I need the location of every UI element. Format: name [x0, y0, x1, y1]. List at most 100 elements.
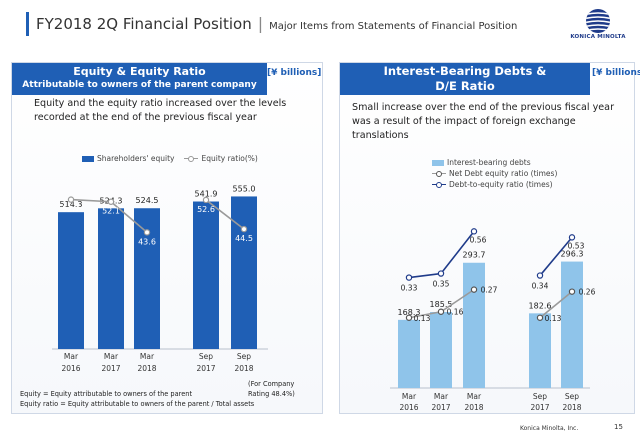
equity-x-tick-line1: Mar	[104, 352, 119, 361]
equity-note-line2: Equity ratio = Equity attributable to ow…	[20, 400, 255, 408]
de-ratio-line-segment	[440, 230, 475, 275]
equity-ratio-point	[240, 225, 248, 233]
title-text: FY2018 2Q Financial Position	[36, 15, 252, 33]
rating-line1: (For Company	[248, 380, 295, 388]
net-de-ratio-point	[470, 286, 478, 293]
net-de-ratio-point	[568, 288, 576, 295]
debt-unit-label: [¥ billions]	[592, 68, 640, 78]
net-de-ratio-label: 0.13	[414, 314, 431, 323]
net-de-ratio-line-segment	[408, 310, 442, 319]
debt-bar-label: 182.6	[529, 301, 552, 310]
equity-description: Equity and the equity ratio increased ov…	[34, 98, 287, 123]
net-de-line-swatch	[432, 170, 446, 178]
debt-x-tick-line1: Mar	[467, 392, 482, 401]
debt-panel-title: Interest-Bearing Debts & D/E Ratio	[340, 63, 590, 95]
equity-x-tick-line1: Sep	[237, 352, 251, 361]
de-line-swatch	[432, 181, 446, 189]
equity-bar	[231, 196, 257, 349]
equity-ratio-label: 43.6	[138, 237, 156, 246]
debt-bar	[529, 313, 551, 388]
de-ratio-point	[405, 274, 413, 281]
equity-title-line1: Equity & Equity Ratio	[73, 65, 206, 78]
footer-company: Konica Minolta, Inc.	[520, 425, 579, 432]
equity-ratio-line-segment	[110, 201, 148, 233]
debt-bar	[463, 262, 485, 388]
header-accent-bar	[26, 12, 29, 36]
equity-legend: Shareholders' equity Equity ratio(%)	[82, 153, 258, 164]
equity-bar-label: 541.9	[195, 190, 218, 199]
equity-ratio-label: 52.6	[197, 205, 215, 214]
net-de-ratio-line-segment	[440, 288, 475, 313]
net-de-ratio-label: 0.27	[481, 286, 498, 295]
equity-bar-label: 514.3	[60, 200, 83, 209]
net-de-ratio-label: 0.16	[447, 308, 464, 317]
debt-title-line2: D/E Ratio	[435, 79, 495, 93]
debt-x-tick-line1: Sep	[565, 392, 579, 401]
debt-x-tick-line1: Mar	[402, 392, 417, 401]
equity-bar-swatch	[82, 155, 94, 162]
debt-x-tick-line1: Sep	[533, 392, 547, 401]
equity-legend-bar-label: Shareholders' equity	[97, 154, 175, 163]
debt-bar	[561, 261, 583, 388]
company-logo: KONICA MINOLTA	[568, 8, 628, 46]
page-number: 15	[614, 423, 623, 431]
debt-x-tick-line2: 2017	[530, 403, 549, 412]
equity-x-tick-line2: 2017	[196, 364, 215, 373]
debt-legend-line2-label: Debt-to-equity ratio (times)	[449, 180, 553, 189]
debt-bar-label: 293.7	[463, 251, 486, 260]
debt-description: Small increase over the end of the previ…	[352, 102, 615, 141]
equity-bar	[98, 208, 124, 349]
debt-bar	[430, 312, 452, 388]
debt-bar-label: 296.3	[561, 250, 584, 259]
equity-panel: Equity & Equity Ratio Attributable to ow…	[11, 62, 323, 414]
de-ratio-label: 0.53	[568, 241, 585, 250]
net-de-ratio-label: 0.13	[545, 314, 562, 323]
page-title: FY2018 2Q Financial Position | Major Items…	[36, 14, 517, 33]
equity-ratio-point	[107, 198, 115, 205]
equity-unit-label: [¥ billions]	[267, 68, 322, 78]
net-de-ratio-point	[405, 314, 413, 321]
equity-ratio-point	[67, 196, 75, 203]
debt-bar-label: 185.5	[430, 300, 453, 309]
equity-ratio-line-segment	[70, 198, 112, 203]
equity-title-line2: Attributable to owners of the parent com…	[22, 80, 257, 90]
debt-x-tick-line2: 2018	[464, 403, 483, 412]
equity-ratio-label: 52.1	[102, 207, 120, 216]
equity-bar	[193, 201, 219, 349]
equity-ratio-point	[143, 229, 151, 236]
de-ratio-label: 0.33	[401, 284, 418, 293]
net-de-ratio-point	[437, 308, 445, 315]
equity-ratio-label: 44.5	[235, 234, 253, 243]
de-ratio-point	[568, 234, 576, 241]
rating-line2: Rating 48.4%)	[248, 390, 295, 398]
debt-x-tick-line2: 2017	[431, 403, 450, 412]
de-ratio-line-segment	[408, 272, 442, 279]
equity-x-tick-line1: Sep	[199, 352, 213, 361]
de-ratio-line-segment	[539, 236, 573, 277]
debt-legend-bar-label: Interest-bearing debts	[447, 158, 531, 167]
debt-chart: 168.3 185.5 293.7 182.6 296.3 0.13 0.16 0.27 0.1…	[390, 228, 596, 412]
de-ratio-label: 0.56	[470, 235, 487, 244]
net-de-ratio-point	[536, 314, 544, 321]
equity-x-tick-line1: Mar	[64, 352, 79, 361]
page-subtitle: Major Items from Statements of Financial…	[269, 21, 518, 32]
debt-panel: Interest-Bearing Debts & D/E Ratio [¥ bi…	[339, 62, 640, 414]
globe-logo-icon	[586, 9, 610, 33]
equity-bar	[58, 212, 84, 349]
slide-header: FY2018 2Q Financial Position | Major Items…	[0, 0, 640, 50]
de-ratio-label: 0.35	[433, 280, 450, 289]
debt-x-tick-line2: 2018	[562, 403, 581, 412]
de-ratio-label: 0.34	[532, 282, 549, 291]
de-ratio-point	[536, 272, 544, 279]
debt-bar-label: 168.3	[398, 308, 421, 317]
net-de-ratio-label: 0.26	[579, 288, 596, 297]
equity-x-tick-line2: 2018	[137, 364, 156, 373]
debt-x-tick-line1: Mar	[434, 392, 449, 401]
equity-ratio-point	[202, 196, 210, 204]
de-ratio-point	[470, 228, 478, 235]
equity-ratio-line-segment	[205, 199, 245, 230]
equity-bar-label: 524.5	[136, 196, 159, 205]
ratio-line-swatch	[184, 155, 199, 163]
equity-chart: 514.3524.3524.5541.9555.052.752.143.652.…	[52, 184, 268, 373]
equity-panel-title: Equity & Equity Ratio Attributable to ow…	[12, 63, 267, 95]
